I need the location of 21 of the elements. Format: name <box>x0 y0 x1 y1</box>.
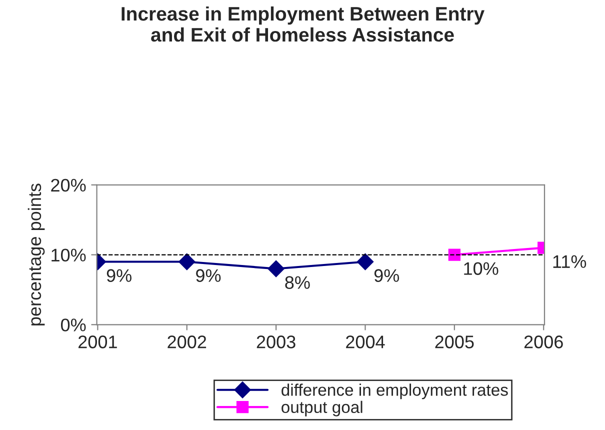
data-label: 9% <box>196 269 221 282</box>
data-label: 8% <box>285 276 310 289</box>
data-label: 9% <box>106 269 132 282</box>
y-tick-label: 10% <box>52 248 86 262</box>
x-tick-label: 2002 <box>168 336 206 348</box>
point <box>268 260 284 278</box>
legend-label: difference in employment rates <box>282 384 508 400</box>
legend-label: output goal <box>282 400 362 416</box>
x-tick-label: 2004 <box>346 336 385 348</box>
x-tick-label: 2001 <box>78 336 117 348</box>
data-label: 11% <box>553 255 586 268</box>
data-label: 10% <box>464 262 498 275</box>
y-tick-label: 20% <box>51 178 86 192</box>
x-tick-label: 2006 <box>524 336 563 348</box>
x-tick-label: 2005 <box>435 336 474 348</box>
x-tick-label: 2003 <box>256 336 296 348</box>
y-axis-title: percentage points <box>28 184 45 326</box>
data-label: 9% <box>374 269 400 282</box>
y-tick-label: 0% <box>60 318 86 332</box>
chart-title: Increase in Employment Between Entry and Exit of Homeless Assistance <box>122 6 484 42</box>
point <box>356 253 374 270</box>
